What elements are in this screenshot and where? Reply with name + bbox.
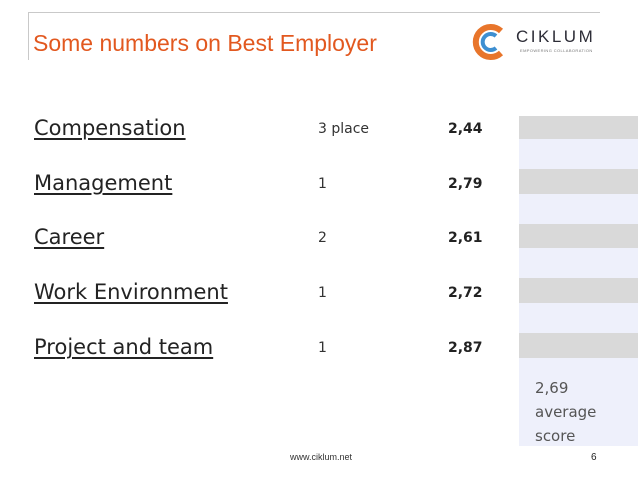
footer-url: www.ciklum.net: [290, 452, 353, 462]
slide-side-rule: [28, 12, 29, 60]
score-band: [519, 278, 638, 303]
logo-tagline: EMPOWERING COLLABORATION: [520, 48, 593, 53]
score-band-spacer: [519, 194, 638, 224]
score-band: [519, 116, 638, 139]
category-score: 2,61: [448, 230, 483, 246]
ciklum-logo-mark-icon: [472, 24, 504, 60]
category-score: 2,72: [448, 285, 483, 301]
category-place: 1: [318, 285, 327, 301]
category-score: 2,44: [448, 121, 483, 137]
ciklum-logo: CIKLUM EMPOWERING COLLABORATION: [470, 22, 600, 62]
logo-wordmark: CIKLUM: [516, 27, 596, 46]
category-place: 2: [318, 230, 327, 246]
category-label: Compensation: [34, 116, 186, 140]
score-band-spacer: [519, 303, 638, 333]
score-band: [519, 333, 638, 358]
category-place: 3 place: [318, 121, 370, 137]
average-score-text: 2,69 average score: [535, 379, 597, 445]
average-score-box: 2,69 average score: [519, 358, 638, 446]
category-score: 2,87: [448, 340, 483, 356]
slide-title: Some numbers on Best Employer: [33, 30, 377, 56]
category-label: Project and team: [34, 335, 214, 359]
category-score: 2,79: [448, 176, 483, 192]
page-number: 6: [591, 452, 597, 463]
score-band: [519, 169, 638, 194]
score-band-spacer: [519, 248, 638, 278]
score-bar-panel: 2,69 average score: [519, 116, 638, 446]
category-label: Work Environment: [34, 280, 228, 304]
category-label: Career: [34, 225, 105, 249]
score-band-spacer: [519, 139, 638, 169]
category-label: Management: [34, 171, 173, 195]
category-place: 1: [318, 176, 327, 192]
category-place: 1: [318, 340, 327, 356]
slide-top-rule: [28, 12, 600, 13]
score-band: [519, 224, 638, 248]
